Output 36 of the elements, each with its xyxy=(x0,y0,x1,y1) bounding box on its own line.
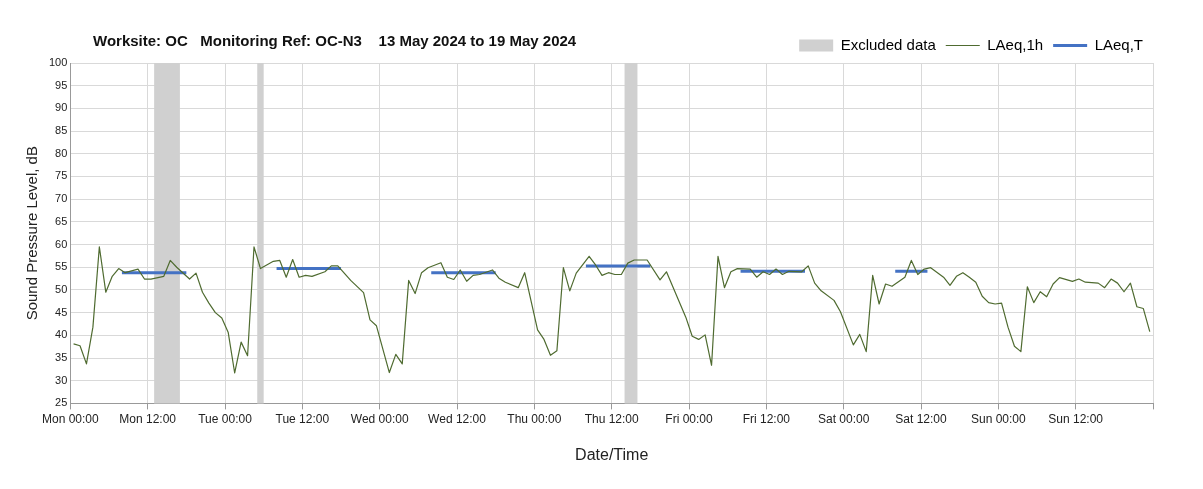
y-tick-label: 25 xyxy=(55,396,68,409)
y-tick-label: 70 xyxy=(55,192,68,205)
y-tick-label: 95 xyxy=(55,78,68,91)
y-tick-label: 30 xyxy=(55,373,68,386)
legend-label: LAeq,1h xyxy=(987,35,1044,53)
x-tick-label: Fri 12:00 xyxy=(742,411,791,426)
y-tick-label: 50 xyxy=(55,282,68,295)
x-tick-label: Tue 12:00 xyxy=(275,411,330,426)
x-tick-label: Wed 12:00 xyxy=(428,411,487,426)
legend-label: LAeq,T xyxy=(1094,35,1144,53)
x-tick-label: Wed 00:00 xyxy=(350,411,409,426)
x-axis-title: Date/Time xyxy=(575,445,649,463)
y-tick-label: 100 xyxy=(48,56,68,69)
y-tick-label: 40 xyxy=(55,328,68,341)
chart-title: Worksite: OC Monitoring Ref: OC-N3 13 May 2024 to 19 May 2024 xyxy=(93,32,577,50)
x-tick-label: Thu 12:00 xyxy=(584,411,640,426)
x-tick-label: Sun 12:00 xyxy=(1048,411,1104,426)
y-tick-label: 80 xyxy=(55,146,68,159)
y-tick-label: 45 xyxy=(55,305,68,318)
x-tick-label: Tue 00:00 xyxy=(198,411,253,426)
y-tick-label: 75 xyxy=(55,169,68,182)
x-tick-label: Sat 12:00 xyxy=(895,411,948,426)
y-tick-label: 35 xyxy=(55,351,68,364)
y-tick-label: 85 xyxy=(55,124,68,137)
y-tick-label: 55 xyxy=(55,260,68,273)
x-tick-label: Sun 00:00 xyxy=(970,411,1027,426)
x-tick-label: Thu 00:00 xyxy=(507,411,562,426)
x-tick-label: Sat 00:00 xyxy=(817,411,870,426)
x-tick-label: Mon 12:00 xyxy=(119,411,177,426)
y-tick-label: 60 xyxy=(55,237,68,250)
y-tick-label: 65 xyxy=(55,214,68,227)
x-tick-label: Mon 00:00 xyxy=(41,411,100,426)
x-tick-label: Fri 00:00 xyxy=(665,411,714,426)
legend-label: Excluded data xyxy=(840,35,937,53)
y-tick-label: 90 xyxy=(55,101,68,114)
y-axis-title: Sound Pressure Level, dB xyxy=(23,146,41,321)
